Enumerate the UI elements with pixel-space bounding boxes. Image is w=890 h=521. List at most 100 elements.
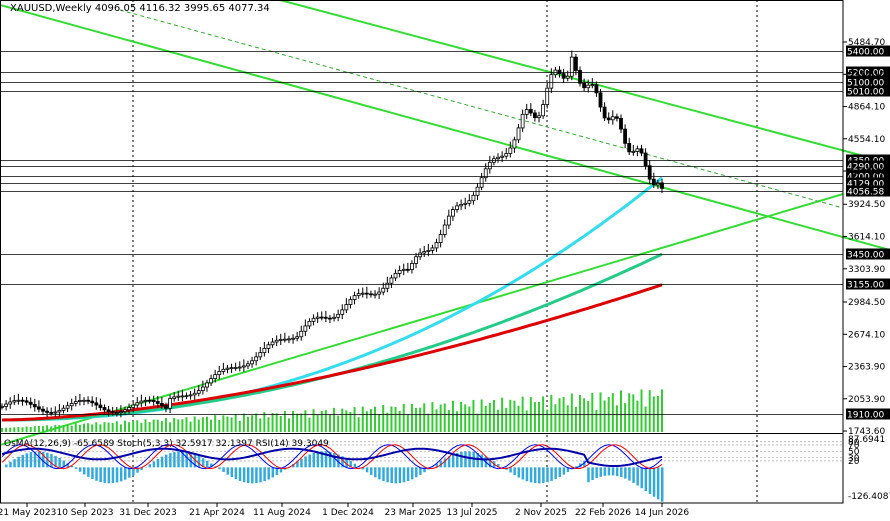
osma-bar	[423, 467, 426, 473]
price-levels: 5400.005200.005100.005010.004350.004290.…	[0, 45, 890, 421]
x-tick-label: 10 Sep 2023	[56, 508, 113, 518]
osma-bar	[386, 467, 389, 483]
candle-body	[619, 117, 623, 130]
volume-bar	[17, 427, 20, 432]
candle-body	[467, 200, 472, 204]
osma-bar	[361, 467, 365, 470]
candle-body	[4, 403, 8, 407]
x-tick-label: 31 Dec 2023	[119, 508, 177, 518]
level-label-box	[846, 185, 890, 197]
osma-bar	[230, 467, 234, 478]
candle-body	[438, 234, 443, 243]
candle-body	[631, 151, 636, 153]
x-tick-label: 2 Nov 2025	[515, 508, 567, 518]
osma-bar	[628, 467, 631, 481]
osma-bar	[456, 452, 459, 468]
level-label: 5100.00	[847, 79, 884, 89]
candle-body	[328, 317, 332, 320]
volume-bar	[472, 399, 475, 432]
osma-bar	[443, 458, 447, 468]
osma-bar	[509, 467, 512, 473]
candle-body	[237, 366, 242, 369]
candle-body	[200, 386, 205, 392]
volume-bar	[144, 419, 147, 432]
candle-body	[651, 178, 656, 186]
candle-body	[623, 128, 628, 144]
level-label-box	[846, 76, 890, 88]
volume-bar	[152, 419, 155, 432]
volume-bar	[58, 425, 61, 432]
volume-bar	[214, 415, 217, 432]
candle-body	[41, 408, 45, 412]
x-tick-label: 21 May 2023	[0, 508, 56, 518]
osma-bar	[210, 463, 213, 468]
candle-body	[53, 411, 58, 414]
level-label: 4129.00	[847, 180, 884, 190]
indicator-tick-label: 70	[848, 441, 860, 451]
osma-bar	[103, 467, 106, 483]
candle-body	[147, 399, 152, 402]
volume-bar	[406, 414, 409, 432]
osma-bar	[246, 467, 250, 484]
candle-body	[303, 325, 308, 332]
candle-body	[512, 139, 517, 149]
candle-body	[381, 287, 386, 293]
candle-body	[69, 402, 74, 407]
volume-bar	[107, 422, 110, 432]
osma-bar	[263, 467, 266, 482]
candle-body	[471, 194, 476, 202]
candle-body	[82, 399, 86, 402]
osma-bar	[419, 467, 422, 475]
volume-bar	[62, 425, 65, 432]
x-tick-label: 22 Feb 2026	[575, 508, 631, 518]
x-tick-label: 21 Apr 2024	[189, 508, 245, 518]
osma-bar	[279, 467, 283, 473]
candle-body	[442, 224, 447, 235]
level-label-box	[846, 66, 890, 78]
level-label: 5010.00	[847, 88, 884, 98]
osma-bar	[611, 467, 615, 476]
rsi-line	[1, 447, 663, 467]
osma-bar	[193, 454, 197, 468]
osma-bar	[517, 467, 521, 478]
volume-bar	[480, 399, 483, 432]
osma-bar	[238, 467, 242, 481]
volume-bar	[181, 419, 184, 432]
y-tick-label: 3303.90	[848, 265, 885, 275]
candle-body	[590, 84, 595, 86]
volume-bar	[447, 410, 450, 432]
moving-average-line	[2, 252, 663, 422]
volume-bar	[611, 393, 614, 432]
volume-bar	[123, 420, 126, 432]
osma-bar	[107, 467, 111, 484]
moving-averages	[1, 176, 663, 422]
osma-bar	[529, 467, 533, 483]
osma-bar	[132, 467, 135, 476]
y-tick-label: 4554.10	[848, 135, 885, 145]
volume-bar	[644, 406, 647, 432]
candle-body	[73, 401, 78, 404]
candle-body	[463, 202, 468, 205]
osma-bar	[87, 467, 90, 477]
candle-body	[373, 293, 377, 296]
indicator-tick-label: 20	[848, 457, 860, 467]
volume-bar	[423, 403, 426, 432]
volume-bar	[492, 399, 495, 432]
candle-body	[606, 117, 611, 121]
volume-bar	[25, 426, 28, 432]
candle-body	[266, 344, 271, 349]
candle-body	[32, 403, 37, 408]
volume-bar	[468, 406, 471, 432]
volume-bar	[210, 419, 213, 432]
candle-body	[369, 293, 373, 296]
volume-bar	[353, 407, 356, 432]
volume-bars	[1, 389, 663, 432]
candle-body	[45, 410, 49, 413]
volume-bar	[460, 401, 463, 432]
y-tick-label: 1743.60	[848, 427, 885, 437]
candle-body	[565, 75, 570, 79]
candle-body	[16, 399, 21, 402]
volume-bar	[378, 414, 381, 432]
